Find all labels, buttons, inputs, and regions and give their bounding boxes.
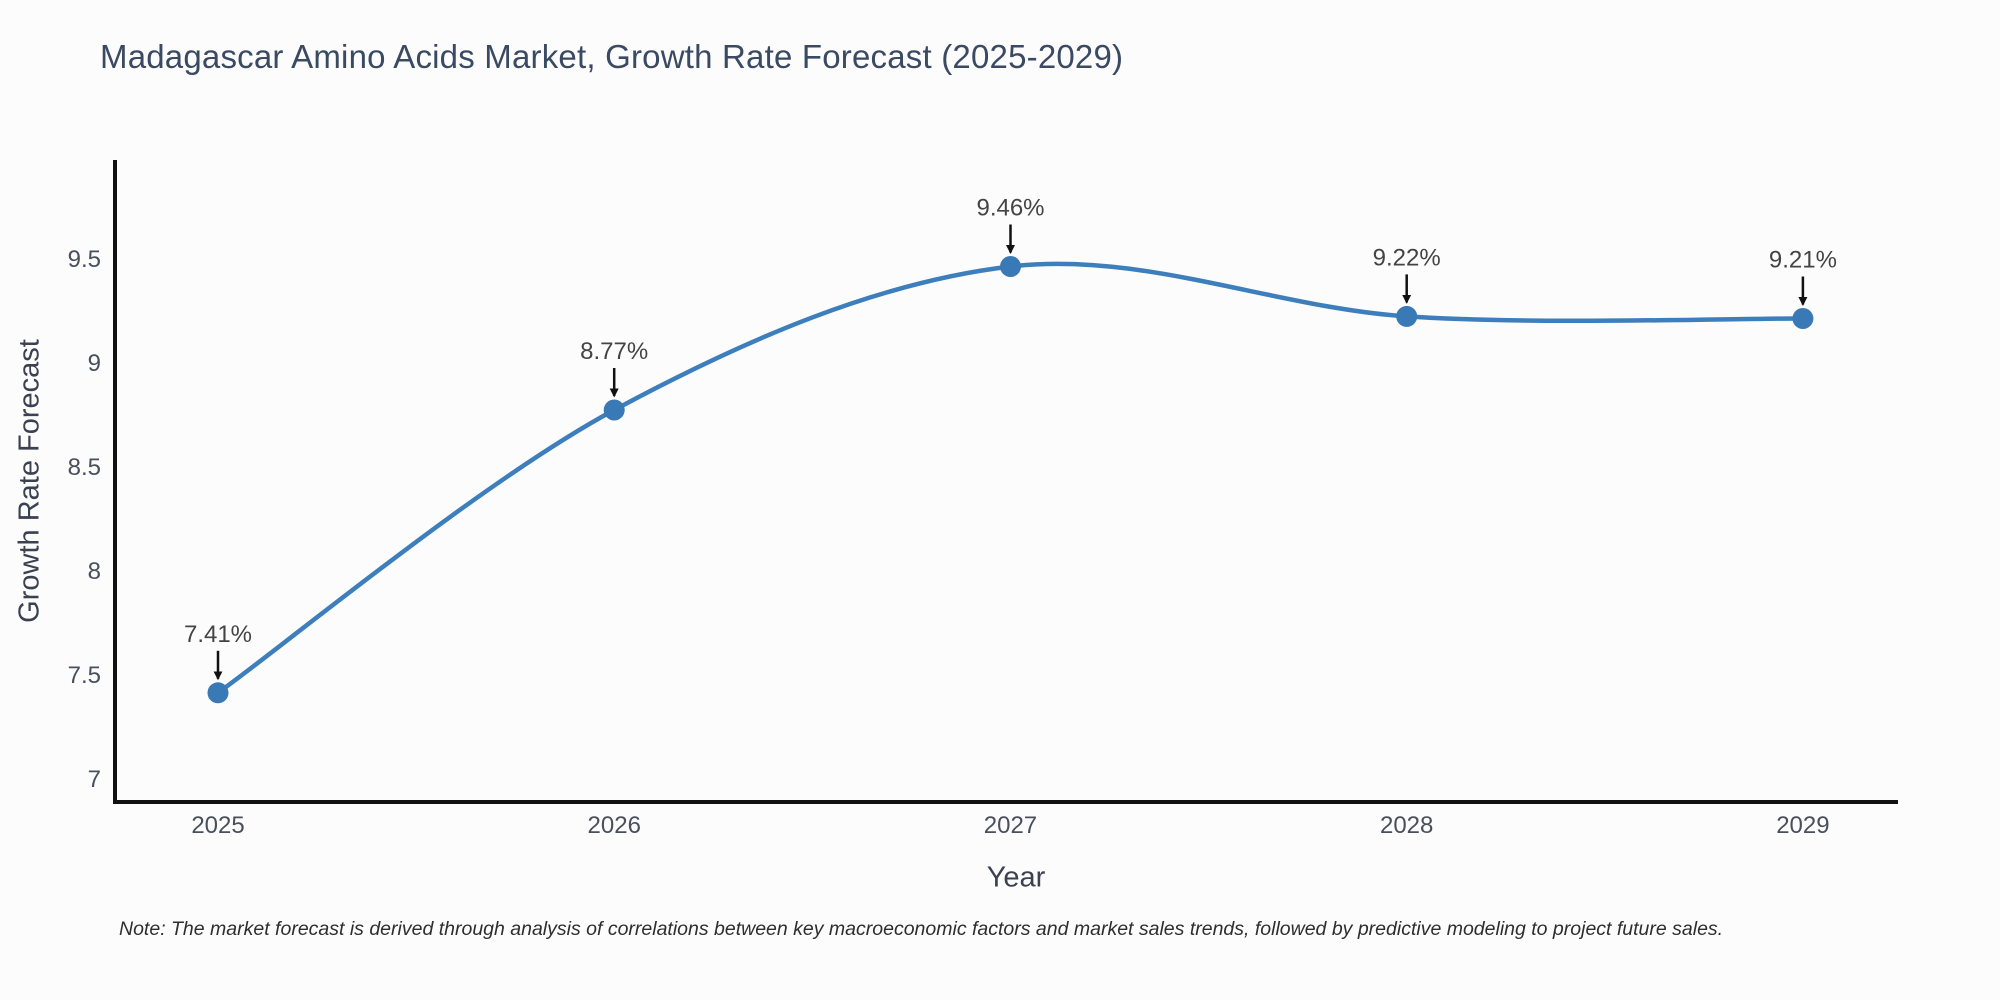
y-tick-label: 7 [88,766,101,793]
x-tick-label: 2028 [1380,812,1433,839]
data-point-2027[interactable] [1000,256,1021,277]
x-tick-label: 2025 [191,812,244,839]
y-tick-label: 8 [88,558,101,585]
data-point-2028[interactable] [1396,305,1418,327]
point-value-label: 7.41% [184,621,252,648]
y-tick-label: 7.5 [68,662,101,689]
x-tick-label: 2027 [984,812,1037,839]
y-tick-label: 9 [88,350,101,377]
forecast-line [216,261,1803,695]
footnote: Note: The market forecast is derived thr… [119,918,1724,940]
x-tick-label: 2029 [1776,812,1829,839]
point-value-label: 9.22% [1373,244,1441,271]
y-tick-label: 9.5 [68,246,101,273]
data-point-2026[interactable] [603,399,625,421]
y-tick-label: 8.5 [68,454,101,481]
x-axis-title: Year [986,861,1046,894]
point-value-label: 8.77% [580,338,648,365]
point-value-label: 9.46% [976,195,1044,222]
chart-title: Madagascar Amino Acids Market, Growth Ra… [100,38,1124,75]
point-value-label: 9.21% [1769,247,1837,274]
axes-spines [113,160,1898,804]
x-tick-label: 2026 [588,812,641,839]
data-point-2029[interactable] [1792,308,1814,329]
data-point-2025[interactable] [207,682,229,704]
